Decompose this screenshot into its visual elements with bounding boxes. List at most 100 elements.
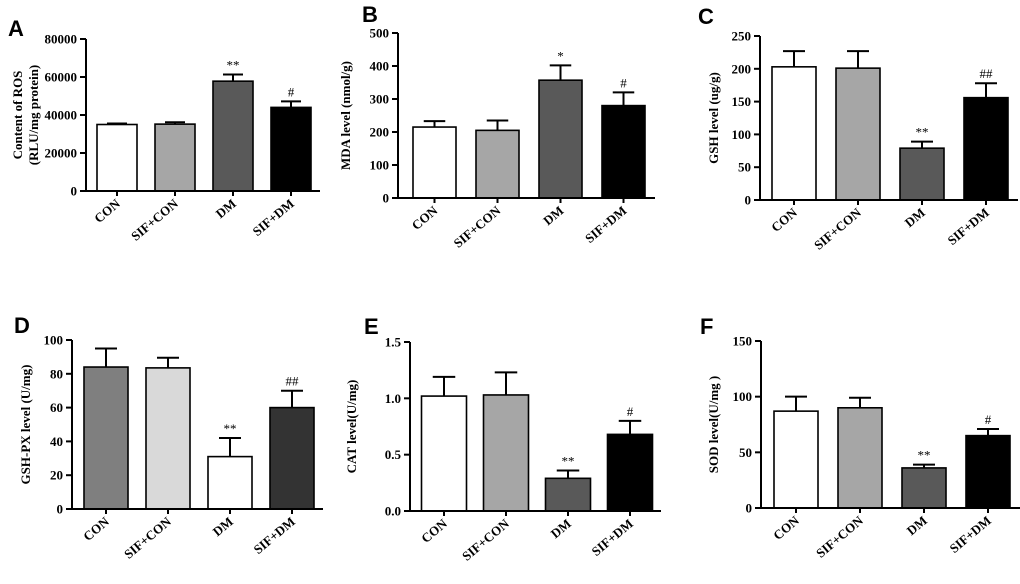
x-tick-label: SIF+DM <box>589 516 636 559</box>
y-tick-label: 150 <box>732 94 752 109</box>
panel-a: A 0 20000 40000 60000 80000 CON SIF+CON ** DM # SIF… <box>8 16 320 244</box>
y-tick-label: 0 <box>746 501 753 516</box>
y-axis-label: GSH level (ug/g) <box>706 72 721 164</box>
bar-dm <box>544 477 592 512</box>
x-tick-label: CON <box>409 202 441 232</box>
y-tick-label: 60 <box>50 400 63 415</box>
y-tick-label: 200 <box>370 125 390 140</box>
significance-label: ** <box>916 125 929 140</box>
bar-sif-dm <box>606 433 654 512</box>
significance-label: ** <box>227 58 240 73</box>
y-tick-label: 50 <box>739 445 752 460</box>
y-tick-label: 0.0 <box>385 504 401 519</box>
x-tick-label: DM <box>210 514 236 539</box>
panel-letter: C <box>698 4 714 29</box>
x-tick-label: CON <box>768 204 800 234</box>
bar-con <box>412 126 457 199</box>
y-tick-label: 80000 <box>45 32 78 47</box>
panel-f: F 0 50 100 150 CON SIF+CON ** DM # SIF+DM SOD level… <box>700 314 1020 561</box>
x-tick-label: SIF+CON <box>811 204 864 252</box>
bar-dm <box>207 455 253 510</box>
y-tick-label: 50 <box>738 160 751 175</box>
x-tick-label: SIF+CON <box>128 195 181 243</box>
x-tick-label: SIF+DM <box>945 205 992 248</box>
y-tick-label: 80 <box>50 366 63 381</box>
y-tick-label: 150 <box>733 334 753 349</box>
significance-label: ** <box>918 448 931 463</box>
y-tick-label: 0 <box>383 191 390 206</box>
y-tick-label: 500 <box>370 26 390 41</box>
panel-letter: E <box>364 314 379 339</box>
panel-letter: D <box>14 313 30 338</box>
bar-sif-dm <box>965 434 1011 509</box>
bar-dm <box>538 79 583 199</box>
y-axis-label: (RLU/mg protein) <box>26 65 41 166</box>
bar-dm <box>899 147 945 201</box>
panel-letter: B <box>362 2 378 27</box>
x-tick-label: SIF+DM <box>947 513 994 556</box>
bar-dm <box>901 467 947 509</box>
bar-sif-con <box>482 394 530 512</box>
bar-sif-con <box>145 367 191 510</box>
y-axis-label: Content of ROS <box>10 71 25 160</box>
y-tick-label: 100 <box>733 389 753 404</box>
y-tick-label: 1.0 <box>385 391 401 406</box>
y-tick-label: 100 <box>370 158 390 173</box>
y-tick-label: 60000 <box>45 70 78 85</box>
y-axis-label: GSH-PX level (U/mg) <box>18 365 33 485</box>
y-tick-label: 40000 <box>45 108 78 123</box>
bar-sif-dm <box>601 104 646 199</box>
x-tick-label: SIF+CON <box>813 512 866 560</box>
panel-b: B 0 100 200 300 400 500 CON SIF+CON * DM # SIF+DM MDA… <box>338 2 655 251</box>
y-axis-label: CAT level(U/mg) <box>344 380 359 474</box>
y-tick-label: 40 <box>50 434 63 449</box>
y-tick-label: 0.5 <box>385 447 402 462</box>
bar-sif-con <box>835 67 881 201</box>
x-tick-label: CON <box>80 513 112 543</box>
y-axis-label: SOD level(U/mg ) <box>706 376 721 473</box>
significance-label: # <box>288 84 295 99</box>
y-tick-label: 20000 <box>45 146 78 161</box>
y-tick-label: 0 <box>71 184 78 199</box>
bar-con <box>420 395 468 512</box>
bar-sif-con <box>154 123 196 192</box>
panel-letter: F <box>700 314 713 339</box>
bar-con <box>96 123 138 192</box>
y-tick-label: 400 <box>370 59 390 74</box>
x-tick-label: SIF+DM <box>582 203 629 246</box>
significance-label: ## <box>980 66 994 81</box>
significance-label: * <box>557 48 564 63</box>
x-tick-label: DM <box>540 203 566 228</box>
x-tick-label: SIF+DM <box>250 196 297 239</box>
panel-e: E 0.0 0.5 1.0 1.5 CON SIF+CON ** DM # SIF+DM CAT le… <box>344 314 661 564</box>
y-tick-label: 0 <box>745 193 752 208</box>
bar-sif-con <box>837 406 883 509</box>
y-tick-label: 100 <box>44 333 64 348</box>
bar-sif-dm <box>963 96 1009 201</box>
panel-c: C 0 50 100 150 200 250 CON SIF+CON ** DM ## SIF+DM GS… <box>698 4 1018 253</box>
y-tick-label: 0 <box>57 502 64 517</box>
x-tick-label: DM <box>902 205 928 230</box>
y-tick-label: 20 <box>50 468 63 483</box>
bar-sif-dm <box>270 106 312 192</box>
x-tick-label: SIF+CON <box>450 202 503 250</box>
x-tick-label: CON <box>770 512 802 542</box>
x-tick-label: CON <box>418 515 450 545</box>
bar-sif-dm <box>269 406 315 510</box>
y-axis-label: MDA level (nmol/g) <box>338 61 353 170</box>
y-tick-label: 300 <box>370 92 390 107</box>
y-tick-label: 1.5 <box>385 335 402 350</box>
x-tick-label: SIF+CON <box>121 513 174 561</box>
y-tick-label: 250 <box>732 29 752 44</box>
panel-d: D 0 20 40 60 80 100 CON SIF+CON ** DM ## SIF+DM GSH-P… <box>14 313 323 562</box>
significance-label: # <box>627 404 634 419</box>
significance-label: ** <box>562 453 575 468</box>
significance-label: ** <box>224 421 237 436</box>
bar-dm <box>212 80 254 192</box>
bar-con <box>773 410 819 509</box>
bar-con <box>771 66 817 201</box>
x-tick-label: SIF+DM <box>251 514 298 557</box>
bar-sif-con <box>475 129 520 199</box>
significance-label: # <box>985 412 992 427</box>
